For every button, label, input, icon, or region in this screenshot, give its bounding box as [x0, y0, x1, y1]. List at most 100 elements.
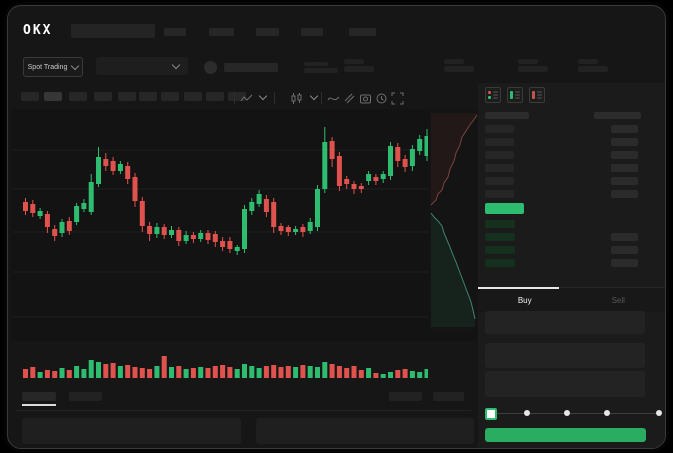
volume-bar — [263, 366, 269, 378]
timeframe-button-skeleton[interactable] — [69, 92, 87, 101]
volume-bar — [132, 367, 138, 378]
okx-logo[interactable]: OKX — [23, 23, 53, 38]
orderbook-depth-overlay[interactable] — [429, 109, 479, 333]
candle-body — [336, 156, 342, 186]
volume-bar — [380, 374, 386, 378]
stat-value-skeleton — [344, 66, 374, 72]
amount-input-skeleton[interactable] — [485, 343, 645, 368]
ask-price-skeleton — [485, 138, 514, 146]
bottom-tab-active-skeleton[interactable] — [22, 392, 56, 401]
timeframe-button-skeleton[interactable] — [206, 92, 224, 101]
slider-step-dot[interactable] — [604, 410, 610, 416]
bid-price-skeleton — [485, 233, 515, 241]
book-header-skeleton — [485, 112, 529, 119]
candle-body — [169, 230, 174, 235]
timeframe-button-skeleton[interactable] — [21, 92, 39, 101]
nav-item-skeleton[interactable] — [256, 28, 279, 36]
candle-body — [154, 227, 160, 234]
volume-bar — [271, 365, 277, 378]
app-window: OKX Spot Trading — [7, 5, 666, 449]
ask-price-skeleton — [485, 177, 514, 185]
stat-label-skeleton — [444, 59, 464, 64]
candle-body — [307, 222, 313, 231]
timeframe-button-skeleton[interactable] — [228, 92, 246, 101]
market-type-label: Spot Trading — [27, 63, 68, 71]
last-price-skeleton — [304, 62, 328, 66]
nav-item-skeleton[interactable] — [301, 28, 323, 36]
market-type-dropdown[interactable]: Spot Trading — [23, 57, 83, 77]
caret-down-icon[interactable] — [309, 91, 319, 101]
timeframe-button-skeleton[interactable] — [94, 92, 112, 101]
depth-canvas — [430, 113, 478, 327]
nav-item-skeleton[interactable] — [349, 28, 376, 36]
volume-bar — [169, 367, 174, 378]
candle-body — [59, 222, 65, 233]
search-input[interactable] — [71, 24, 155, 38]
volume-bar — [300, 365, 306, 378]
candle-body — [37, 211, 43, 216]
compare-icon[interactable] — [343, 92, 356, 105]
volume-bar — [256, 368, 262, 378]
sell-tab[interactable]: Sell — [611, 295, 625, 305]
candlestick-chart[interactable] — [11, 109, 478, 341]
indicator-icon[interactable] — [327, 92, 340, 105]
timeframe-button-skeleton[interactable] — [118, 92, 136, 101]
book-combined-icon[interactable] — [485, 87, 501, 103]
volume-bar — [52, 371, 58, 378]
candle-type-icon[interactable] — [290, 92, 303, 105]
ask-price-skeleton — [485, 164, 514, 172]
volume-pane[interactable] — [13, 342, 428, 380]
volume-bar — [161, 356, 167, 378]
volume-bar — [212, 366, 218, 378]
total-input-skeleton[interactable] — [485, 371, 645, 397]
volume-bar — [424, 369, 428, 378]
slider-step-dot[interactable] — [524, 410, 530, 416]
candle-body — [110, 161, 116, 171]
bottom-action-skeleton[interactable] — [389, 392, 422, 401]
history-icon[interactable] — [375, 92, 388, 105]
timeframe-button-skeleton[interactable] — [139, 92, 157, 101]
bottom-tab-underline — [22, 404, 56, 406]
bid-amount-skeleton — [611, 233, 638, 241]
buy-tab[interactable]: Buy — [517, 295, 532, 305]
timeframe-button-skeleton[interactable] — [161, 92, 179, 101]
trade-side-tabs: Buy Sell — [478, 287, 665, 312]
volume-bar — [30, 367, 36, 378]
candle-body — [373, 177, 379, 181]
candle-body — [242, 209, 247, 249]
candle-body — [358, 186, 364, 189]
bottom-tab-skeleton[interactable] — [69, 392, 102, 401]
amount-slider-track[interactable] — [488, 413, 656, 414]
nav-item-skeleton[interactable] — [164, 28, 186, 36]
slider-step-dot[interactable] — [656, 410, 662, 416]
volume-bar — [117, 366, 123, 378]
fullscreen-icon[interactable] — [391, 92, 404, 105]
camera-icon[interactable] — [359, 92, 372, 105]
volume-bar — [322, 362, 328, 378]
ask-amount-skeleton — [611, 151, 638, 159]
candle-body — [147, 226, 153, 234]
stat-value-skeleton — [518, 66, 548, 72]
nav-item-skeleton[interactable] — [209, 28, 234, 36]
line-style-icon[interactable] — [240, 92, 253, 105]
price-input-skeleton[interactable] — [485, 311, 645, 334]
candle-body — [329, 141, 335, 159]
submit-order-button[interactable] — [485, 428, 646, 442]
bid-depth-curve — [430, 212, 476, 320]
timeframe-button-skeleton[interactable] — [44, 92, 62, 101]
book-asks-icon[interactable] — [529, 87, 545, 103]
bottom-action-skeleton[interactable] — [433, 392, 464, 401]
volume-bar — [242, 364, 247, 378]
candle-body — [388, 146, 393, 176]
divider — [16, 410, 471, 411]
slider-handle[interactable] — [485, 408, 497, 420]
caret-down-icon[interactable] — [258, 91, 268, 101]
slider-step-dot[interactable] — [564, 410, 570, 416]
pair-selector-dropdown[interactable] — [96, 57, 188, 75]
candle-body — [125, 166, 131, 179]
timeframe-button-skeleton[interactable] — [184, 92, 202, 101]
ask-price-skeleton — [485, 125, 514, 133]
book-bids-icon[interactable] — [507, 87, 523, 103]
candle-body — [161, 227, 167, 235]
candle-body — [424, 136, 428, 156]
